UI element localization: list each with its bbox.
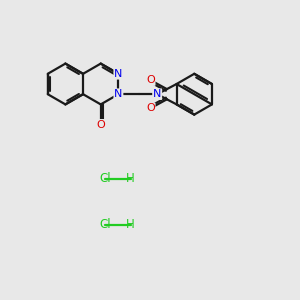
Text: O: O <box>146 75 155 85</box>
Text: H: H <box>126 218 135 232</box>
Text: N: N <box>114 89 123 99</box>
Text: Cl: Cl <box>99 172 111 185</box>
Text: N: N <box>114 69 123 79</box>
Text: H: H <box>126 172 135 185</box>
Text: O: O <box>146 103 155 113</box>
Text: Cl: Cl <box>99 218 111 232</box>
Text: N: N <box>153 89 161 99</box>
Text: O: O <box>96 120 105 130</box>
